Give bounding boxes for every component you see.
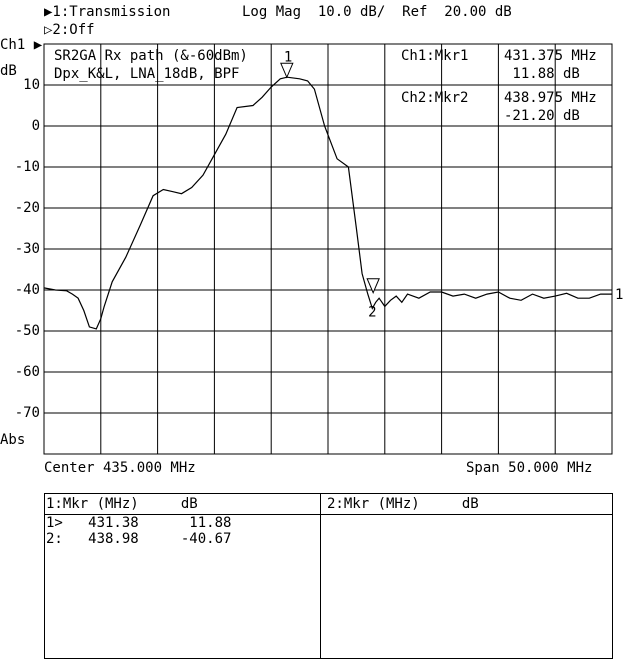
y-tick-label: -50 <box>14 323 40 339</box>
marker1-label: Ch1:Mkr1 <box>401 48 469 64</box>
marker-table-left-header: 1:Mkr (MHz) dB <box>46 496 198 512</box>
span: Span 50.000 MHz <box>466 460 593 476</box>
y-tick-label: -20 <box>14 200 40 216</box>
trace-end-label: 1 <box>615 287 623 303</box>
marker1-freq: 431.375 MHz <box>504 48 597 64</box>
channel-indicator: Ch1 ▶ <box>0 37 43 53</box>
y-tick-label: -70 <box>14 405 40 421</box>
marker-2-label: 2 <box>368 305 376 321</box>
unit-label: dB <box>0 63 17 79</box>
title-line-1: SR2GA Rx path (&-60dBm) <box>54 48 248 64</box>
channel2-label[interactable]: ▷2:Off <box>44 22 95 38</box>
y-tick-label: 0 <box>31 118 40 134</box>
marker-table-row: 2: 438.98 -40.67 <box>46 531 232 547</box>
y-tick-label: -10 <box>14 159 40 175</box>
trace-line <box>43 76 612 330</box>
marker-table-row: 1> 431.38 11.88 <box>46 515 232 531</box>
y-tick-label: -60 <box>14 364 40 380</box>
marker2-freq: 438.975 MHz <box>504 90 597 106</box>
marker-table-right-header: 2:Mkr (MHz) dB <box>327 496 479 512</box>
y-tick-label: 10 <box>23 77 40 93</box>
y-tick-label: -40 <box>14 282 40 298</box>
channel1-label[interactable]: ▶1:Transmission <box>44 4 171 20</box>
marker-2-icon <box>366 278 380 295</box>
marker1-value: 11.88 dB <box>504 66 580 82</box>
marker2-label: Ch2:Mkr2 <box>401 90 469 106</box>
marker2-value: -21.20 dB <box>504 108 580 124</box>
center-frequency: Center 435.000 MHz <box>44 460 196 476</box>
abs-label: Abs <box>0 432 26 448</box>
trace-plot: 1 1 2 <box>43 43 623 455</box>
marker-1-label: 1 <box>284 49 292 65</box>
title-line-2: Dpx_K&L, LNA_18dB, BPF <box>54 66 240 82</box>
y-tick-label: -30 <box>14 241 40 257</box>
marker-1-icon <box>280 62 294 79</box>
format-readout: Log Mag 10.0 dB/ Ref 20.00 dB <box>242 4 512 20</box>
marker-table: 1:Mkr (MHz) dB 2:Mkr (MHz) dB 1> 431.38 … <box>44 493 613 659</box>
